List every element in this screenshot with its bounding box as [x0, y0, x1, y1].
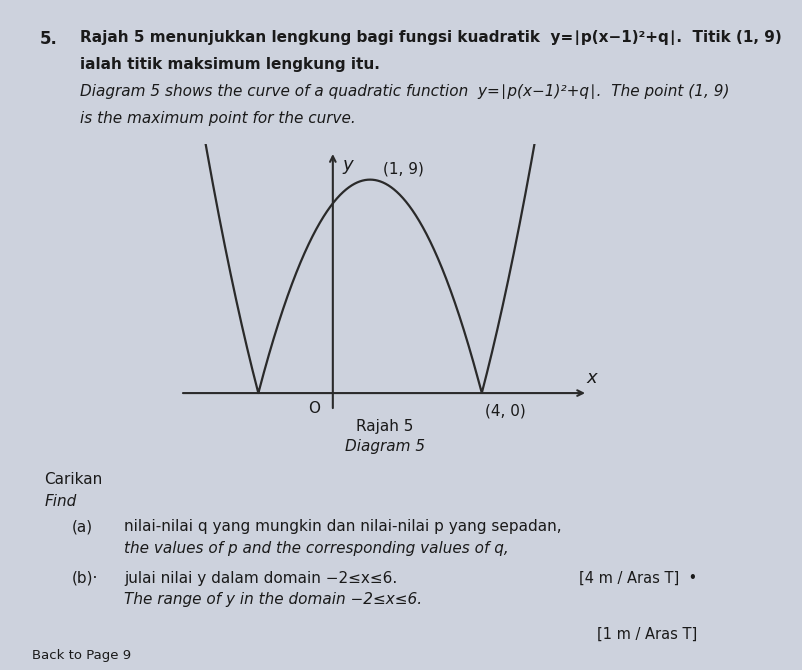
- Text: Carikan: Carikan: [44, 472, 103, 487]
- Text: nilai-nilai q yang mungkin dan nilai-nilai p yang sepadan,: nilai-nilai q yang mungkin dan nilai-nil…: [124, 519, 562, 534]
- Text: Find: Find: [44, 494, 76, 509]
- Text: 5.: 5.: [40, 30, 58, 48]
- Text: Diagram 5 shows the curve of a quadratic function  y=∣p(x−1)²+q∣.  The point (1,: Diagram 5 shows the curve of a quadratic…: [80, 84, 730, 98]
- Text: the values of p and the corresponding values of q,: the values of p and the corresponding va…: [124, 541, 509, 555]
- Text: Diagram 5: Diagram 5: [345, 439, 425, 454]
- Text: The range of y in the domain −2≤x≤6.: The range of y in the domain −2≤x≤6.: [124, 592, 423, 607]
- Text: y: y: [342, 156, 353, 174]
- Text: ialah titik maksimum lengkung itu.: ialah titik maksimum lengkung itu.: [80, 57, 380, 72]
- Text: [1 m / Aras T]: [1 m / Aras T]: [597, 626, 698, 641]
- Text: (4, 0): (4, 0): [485, 404, 526, 419]
- Text: (1, 9): (1, 9): [383, 161, 424, 176]
- Text: julai nilai y dalam domain −2≤x≤6.: julai nilai y dalam domain −2≤x≤6.: [124, 571, 398, 586]
- Text: Rajah 5: Rajah 5: [356, 419, 414, 433]
- Text: (b)·: (b)·: [72, 571, 99, 586]
- Text: Rajah 5 menunjukkan lengkung bagi fungsi kuadratik  y=∣p(x−1)²+q∣.  Titik (1, 9): Rajah 5 menunjukkan lengkung bagi fungsi…: [80, 30, 782, 45]
- Text: [4 m / Aras T]  •: [4 m / Aras T] •: [580, 571, 698, 586]
- Text: x: x: [586, 369, 597, 387]
- Text: O: O: [308, 401, 320, 416]
- Text: (a): (a): [72, 519, 93, 534]
- Text: Back to Page 9: Back to Page 9: [32, 649, 132, 662]
- Text: is the maximum point for the curve.: is the maximum point for the curve.: [80, 111, 356, 125]
